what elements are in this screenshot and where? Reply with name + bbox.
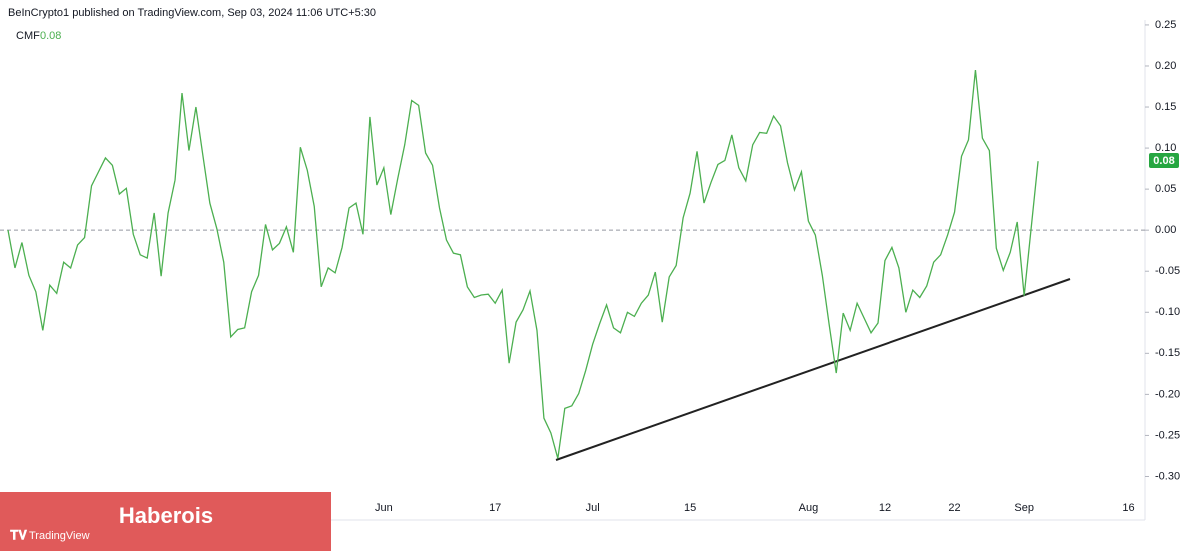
x-tick-label: Sep: [1014, 502, 1034, 514]
watermark: Haberois: [119, 503, 213, 528]
x-tick-label: 15: [684, 502, 696, 514]
last-value-label: 0.08: [1153, 155, 1174, 167]
x-tick-label: Aug: [799, 502, 819, 514]
x-tick-label: 12: [879, 502, 891, 514]
x-tick-label: 22: [948, 502, 960, 514]
watermark-banner: [0, 492, 331, 551]
y-tick-label: -0.30: [1155, 470, 1180, 482]
logo-icon: 𝐓𝐕: [10, 527, 27, 542]
y-tick-label: 0.05: [1155, 183, 1176, 195]
y-tick-label: -0.25: [1155, 429, 1180, 441]
y-tick-label: 0.00: [1155, 224, 1176, 236]
last-value-badge: [1149, 153, 1179, 168]
legend-value: 0.08: [40, 30, 61, 42]
cmf-line: [7, 70, 1039, 459]
y-tick-label: 0.20: [1155, 60, 1176, 72]
y-tick-label: 0.15: [1155, 101, 1176, 113]
y-tick-label: 0.10: [1155, 142, 1176, 154]
trendline: [555, 278, 1071, 461]
logo: TradingView: [29, 530, 90, 542]
y-tick-label: -0.05: [1155, 265, 1180, 277]
x-tick-label: Jun: [375, 502, 393, 514]
publish-header: BeInCrypto1 published on TradingView.com…: [8, 7, 376, 19]
y-tick-label: -0.10: [1155, 306, 1180, 318]
y-tick-label: -0.20: [1155, 388, 1180, 400]
legend-name: CMF: [16, 30, 40, 42]
y-tick-label: 0.25: [1155, 19, 1176, 31]
x-tick-label: 16: [1122, 502, 1134, 514]
y-tick-label: -0.15: [1155, 347, 1180, 359]
x-tick-label: 17: [489, 502, 501, 514]
x-tick-label: Jul: [586, 502, 600, 514]
